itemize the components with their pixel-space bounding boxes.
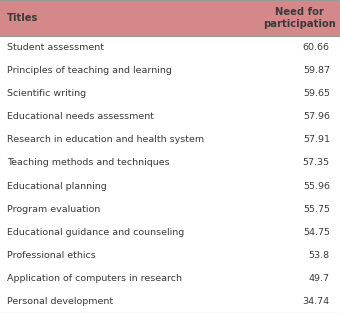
Text: 57.35: 57.35 — [303, 158, 330, 167]
Text: Titles: Titles — [7, 13, 38, 23]
Text: 49.7: 49.7 — [309, 274, 330, 283]
Text: 59.87: 59.87 — [303, 66, 330, 75]
Text: Educational needs assessment: Educational needs assessment — [7, 112, 154, 121]
Text: 60.66: 60.66 — [303, 43, 330, 52]
Text: Program evaluation: Program evaluation — [7, 205, 100, 214]
Text: Scientific writing: Scientific writing — [7, 89, 86, 98]
Text: 57.91: 57.91 — [303, 135, 330, 144]
Text: 55.75: 55.75 — [303, 205, 330, 214]
Text: Application of computers in research: Application of computers in research — [7, 274, 182, 283]
Text: 57.96: 57.96 — [303, 112, 330, 121]
Text: Educational planning: Educational planning — [7, 182, 106, 191]
Text: 34.74: 34.74 — [303, 297, 330, 306]
Text: Educational guidance and counseling: Educational guidance and counseling — [7, 228, 184, 237]
Text: Personal development: Personal development — [7, 297, 113, 306]
Text: Student assessment: Student assessment — [7, 43, 104, 52]
Text: 53.8: 53.8 — [309, 251, 330, 260]
Text: 55.96: 55.96 — [303, 182, 330, 191]
Text: 59.65: 59.65 — [303, 89, 330, 98]
Text: Research in education and health system: Research in education and health system — [7, 135, 204, 144]
Text: Principles of teaching and learning: Principles of teaching and learning — [7, 66, 172, 75]
Text: 54.75: 54.75 — [303, 228, 330, 237]
Text: Teaching methods and techniques: Teaching methods and techniques — [7, 158, 169, 167]
Text: Professional ethics: Professional ethics — [7, 251, 96, 260]
Text: Need for
participation: Need for participation — [263, 7, 336, 29]
